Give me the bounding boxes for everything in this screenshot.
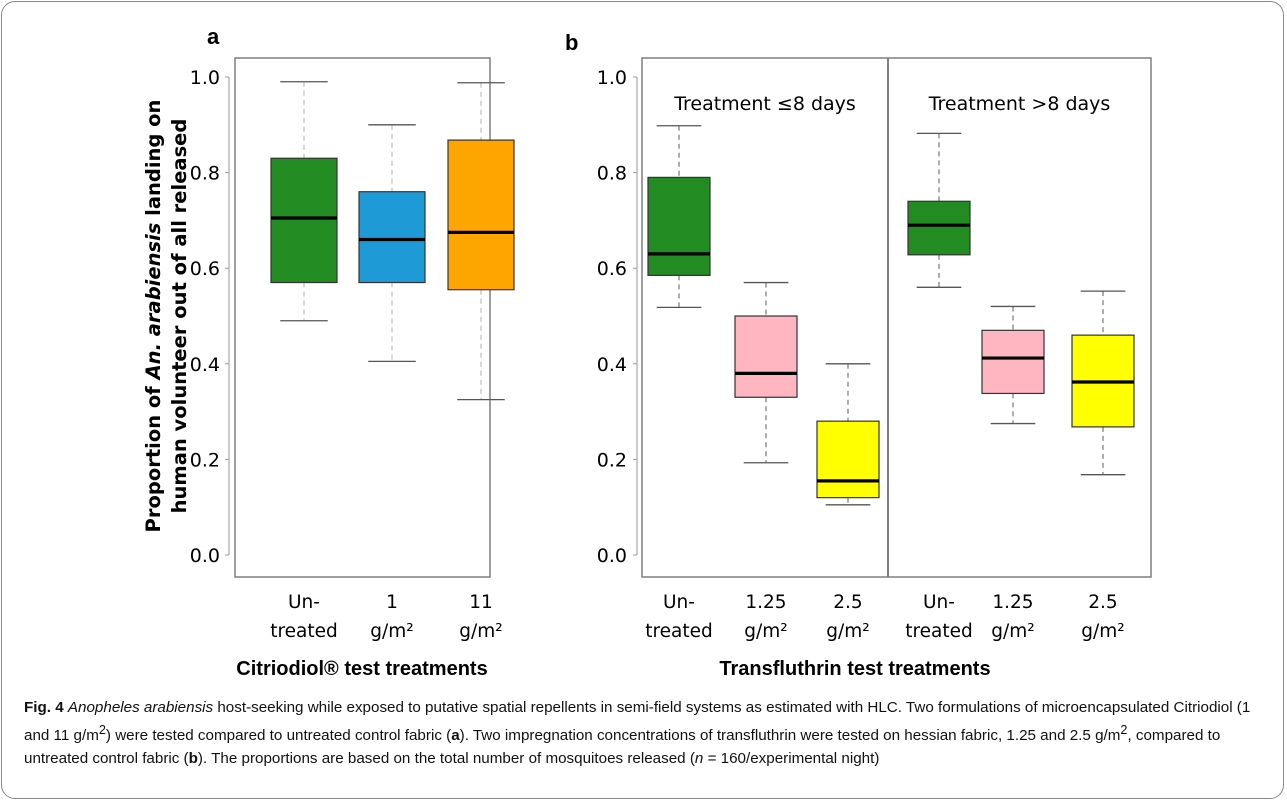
y-axis-label-line2: human volunteer out of all released [168, 119, 191, 514]
box-a-2 [447, 82, 515, 401]
y-tick-label-a-5: 1.0 [190, 67, 220, 89]
y-tick-label-a-4: 0.8 [190, 163, 220, 185]
y-tick-label-b-1: 0.2 [597, 449, 627, 471]
box-body-b-3 [907, 200, 971, 256]
caption-part6: = 160/experimental night) [703, 750, 880, 768]
x-tick-label-b-4-l2: g/m² [991, 621, 1034, 642]
y-axis-label-line1: Proportion of An. arabiensis landing on [142, 100, 165, 533]
x-tick-label-b-3-l1: Un- [923, 592, 955, 613]
box-body-b-2 [816, 420, 880, 499]
figure-chart: 0.0 0.2 0.4 0.6 0.8 1.0 0.0 0.2 0.4 0.6 0.8 1.0 a b Tr… [142, 24, 1152, 680]
panel-letter-b: b [565, 30, 578, 55]
x-tick-label-a-0-l2: treated [270, 621, 338, 642]
y-axis-label-part-1: An. arabiensis [142, 223, 165, 382]
y-tick-label-a-1: 0.2 [190, 449, 220, 471]
x-tick-label-b-5-l1: 2.5 [1088, 592, 1117, 613]
box-b-3 [907, 132, 971, 288]
figure-caption: Fig. 4 Anopheles arabiensis host-seeking… [24, 696, 1269, 770]
caption-part5: ). The proportions are based on the tota… [197, 750, 695, 768]
y-tick-label-b-5: 1.0 [597, 67, 627, 89]
caption-part4: , compared to untreated control fabric ( [24, 727, 1221, 768]
x-tick-label-b-0-l2: treated [645, 621, 713, 642]
caption-n: n [694, 750, 704, 768]
y-axis-label-part-0: Proportion of [142, 379, 165, 532]
x-tick-label-a-0-l1: Un- [288, 592, 320, 613]
caption-sup1: 2 [98, 723, 106, 737]
y-tick-label-a-0: 0.0 [190, 545, 220, 567]
box-a-0 [270, 81, 338, 322]
x-tick-label-b-2-l2: g/m² [826, 621, 869, 642]
box-body-b-1 [734, 315, 798, 398]
panel-a-frame [234, 57, 491, 578]
chart-root: 0.0 0.2 0.4 0.6 0.8 1.0 0.0 0.2 0.4 0.6 0.8 1.0 a b Tr… [142, 24, 1152, 680]
box-body-a-2 [447, 139, 515, 291]
y-tick-label-b-3: 0.6 [597, 258, 627, 280]
caption-part3: ). Two impregnation concentrations of tr… [459, 727, 1121, 745]
x-tick-label-b-0-l1: Un- [663, 592, 695, 613]
y-axis-label-part-2: landing on [142, 100, 165, 223]
x-tick-label-a-2-l1: 11 [469, 592, 493, 613]
group-title-b: Transfluthrin test treatments [719, 658, 990, 680]
box-body-a-1 [358, 191, 426, 284]
x-tick-label-b-4-l1: 1.25 [992, 592, 1033, 613]
y-tick-label-b-0: 0.0 [597, 545, 627, 567]
section-label-1: Treatment >8 days [928, 93, 1111, 115]
box-a-1 [358, 124, 426, 363]
box-body-b-4 [981, 329, 1045, 395]
box-b-0 [647, 125, 711, 309]
caption-sup2: 2 [1120, 723, 1128, 737]
x-tick-label-b-1-l1: 1.25 [745, 592, 786, 613]
group-title-a: Citriodiol® test treatments [236, 658, 487, 680]
section-label-0: Treatment ≤8 days [673, 93, 856, 115]
x-tick-label-b-3-l2: treated [905, 621, 973, 642]
box-b-1 [734, 281, 798, 464]
caption-species: Anopheles arabiensis [67, 699, 214, 716]
panel-b-frame [641, 57, 1152, 578]
caption-bold-b: b [188, 750, 198, 768]
x-tick-label-b-2-l1: 2.5 [833, 592, 862, 613]
y-tick-label-b-2: 0.4 [597, 354, 627, 376]
caption-part1: host-seeking while exposed to putative s… [24, 699, 1251, 745]
box-body-a-0 [270, 157, 338, 284]
x-tick-label-b-1-l2: g/m² [744, 621, 787, 642]
x-tick-label-a-1-l1: 1 [386, 592, 398, 613]
y-tick-label-a-2: 0.4 [190, 354, 220, 376]
x-tick-label-b-5-l2: g/m² [1081, 621, 1124, 642]
box-b-4 [981, 305, 1045, 425]
y-tick-label-a-3: 0.6 [190, 258, 220, 280]
x-tick-label-a-1-l2: g/m² [370, 621, 413, 642]
caption-bold-a: a [451, 727, 460, 745]
panel-letter-a: a [207, 24, 220, 49]
box-body-b-0 [647, 176, 711, 276]
y-tick-label-b-4: 0.8 [597, 163, 627, 185]
x-tick-label-a-2-l2: g/m² [459, 621, 502, 642]
caption-fig-label: Fig. 4 [24, 699, 64, 716]
box-b-2 [816, 363, 880, 506]
caption-part2: ) were tested compared to untreated cont… [105, 727, 452, 745]
box-b-5 [1071, 290, 1135, 476]
